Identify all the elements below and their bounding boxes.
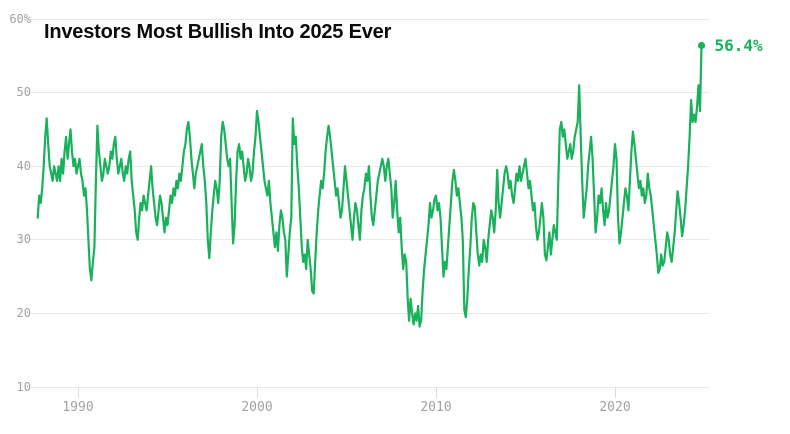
x-tick-mark	[615, 387, 616, 398]
gridline	[30, 386, 709, 388]
y-tick-label: 40	[16, 158, 31, 173]
gridline	[30, 239, 709, 241]
x-tick-label: 2000	[241, 400, 273, 415]
gridline	[30, 92, 709, 94]
y-tick-label: 60%	[9, 11, 31, 26]
x-tick-label: 2010	[420, 400, 452, 415]
y-tick-label: 20	[16, 305, 31, 320]
x-tick-mark	[436, 387, 437, 398]
x-tick-label: 2020	[599, 400, 631, 415]
x-tick-mark	[257, 387, 258, 398]
y-tick-label: 30	[16, 232, 31, 247]
latest-value-label: 56.4%	[714, 36, 763, 56]
y-tick-label: 50	[16, 85, 31, 100]
y-tick-label: 10	[16, 379, 31, 394]
latest-point-dot	[697, 41, 706, 50]
line-series-path	[36, 44, 703, 328]
x-tick-label: 1990	[62, 400, 94, 415]
gridline	[30, 312, 709, 314]
gridline	[30, 18, 709, 20]
x-tick-mark	[78, 387, 79, 398]
chart-title: Investors Most Bullish Into 2025 Ever	[44, 21, 392, 43]
